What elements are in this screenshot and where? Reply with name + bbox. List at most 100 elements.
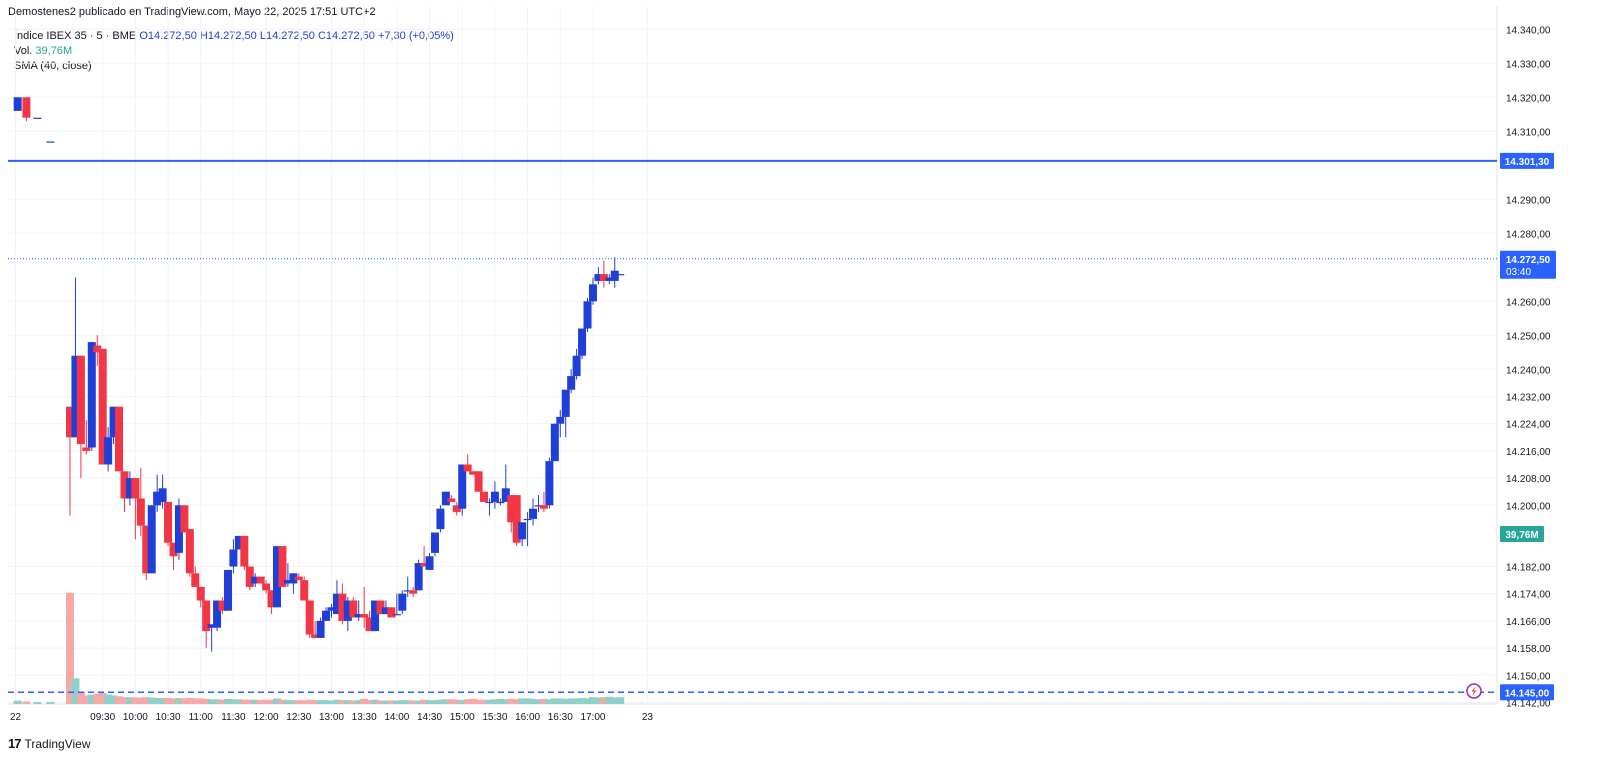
- volume-bar: [349, 700, 358, 704]
- volume-bar: [71, 678, 80, 704]
- volume-bar: [131, 697, 140, 704]
- x-tick-label: 10:30: [156, 712, 181, 723]
- candle-body: [430, 532, 439, 553]
- legend-symbol[interactable]: Índice IBEX 35 · 5 · BME: [14, 30, 137, 42]
- candle-body: [420, 563, 429, 567]
- candle-body: [529, 508, 538, 519]
- volume-bar: [267, 699, 276, 704]
- candle-body: [125, 478, 134, 499]
- tradingview-logo[interactable]: 17 TradingView: [8, 736, 91, 751]
- volume-bar: [550, 698, 559, 704]
- x-tick-label: 09:30: [90, 712, 115, 723]
- candle-body: [185, 529, 194, 574]
- volume-bar: [376, 700, 385, 704]
- candle-body: [207, 624, 216, 628]
- y-tick-label: 14.250,00: [1506, 331, 1551, 342]
- legend-close: C14.272,50: [317, 30, 375, 42]
- bar-countdown-label: 03:40: [1506, 267, 1531, 278]
- volume-bar: [480, 699, 489, 704]
- volume-bar: [322, 700, 331, 704]
- volume-bar: [360, 698, 369, 704]
- x-tick-label: 11:00: [189, 712, 214, 723]
- candle-body: [360, 614, 369, 618]
- volume-bar: [469, 698, 478, 704]
- volume-bar: [251, 699, 260, 704]
- volume-bar: [191, 698, 200, 704]
- candle-body: [501, 488, 510, 502]
- y-tick-label: 14.232,00: [1506, 393, 1551, 404]
- candle-body: [371, 600, 380, 632]
- axes[interactable]: 14.340,00 14.330,00 14.320,00 14.310,00 14.2…: [10, 25, 1551, 723]
- y-tick-label: 14.224,00: [1506, 420, 1551, 431]
- volume-bar: [387, 700, 396, 704]
- volume-bar: [169, 698, 178, 704]
- candle-body: [381, 607, 390, 615]
- tradingview-logo-text: TradingView: [24, 736, 91, 751]
- horizontal-lines[interactable]: [8, 159, 1497, 694]
- volume-bar: [371, 699, 380, 704]
- volume-bar: [185, 698, 194, 704]
- candle-body: [616, 274, 625, 276]
- y-tick-label: 14.142,00: [1506, 699, 1551, 710]
- volume-bar: [283, 700, 292, 704]
- volume-bar: [610, 697, 619, 704]
- volume-bars: [13, 592, 625, 704]
- y-tick-label: 14.158,00: [1506, 644, 1551, 655]
- candle-body: [22, 97, 31, 118]
- volume-bar: [381, 700, 390, 704]
- candle-body: [567, 376, 576, 390]
- candle-body: [316, 620, 325, 638]
- candle-body: [490, 491, 499, 502]
- volume-bar: [539, 698, 548, 704]
- candle-body: [147, 505, 156, 574]
- volume-bar: [115, 696, 124, 704]
- volume-bar: [93, 693, 102, 704]
- candle-body: [191, 573, 200, 587]
- volume-bar: [529, 698, 538, 704]
- volume-bar: [76, 692, 85, 704]
- volume-bar: [33, 701, 42, 704]
- candle-body: [599, 274, 608, 281]
- volume-bar: [125, 697, 134, 704]
- candle-body: [354, 614, 363, 618]
- volume-bar: [207, 699, 216, 704]
- volume-bar: [458, 700, 467, 704]
- legend-volume-row[interactable]: Vol. 39,76M: [14, 44, 454, 59]
- legend-volume-label: Vol.: [14, 45, 33, 57]
- x-tick-label: 15:00: [450, 712, 475, 723]
- volume-bar: [104, 694, 113, 704]
- volume-badge-label: 39,76M: [1505, 530, 1538, 541]
- volume-bar: [300, 700, 309, 704]
- x-tick-label: 14:00: [384, 712, 409, 723]
- y-tick-label: 14.166,00: [1506, 617, 1551, 628]
- volume-bar: [218, 699, 227, 704]
- candle-body: [273, 546, 282, 608]
- y-tick-label: 14.216,00: [1506, 447, 1551, 458]
- candle-body: [327, 607, 336, 611]
- candle-body: [539, 505, 548, 509]
- candle-body: [223, 569, 232, 611]
- candle-body: [403, 590, 412, 592]
- candle-body: [251, 576, 260, 584]
- x-tick-label: 11:30: [221, 712, 246, 723]
- candle-body: [485, 501, 494, 504]
- volume-bar: [109, 695, 118, 704]
- volume-bar: [616, 697, 625, 704]
- volume-bar: [229, 699, 238, 704]
- candle-body: [283, 580, 292, 584]
- volume-bar: [420, 699, 429, 704]
- volume-bar: [256, 700, 265, 704]
- volume-bar: [365, 700, 374, 704]
- volume-bar: [599, 697, 608, 704]
- y-tick-label: 14.280,00: [1506, 229, 1551, 240]
- volume-bar: [496, 698, 505, 704]
- volume-bar: [507, 698, 516, 704]
- candle-body: [82, 447, 91, 451]
- lightning-bolt-glyph: [1471, 686, 1477, 696]
- candle-body: [452, 505, 461, 513]
- last-price-badge: [1500, 250, 1556, 279]
- x-tick-label: 10:00: [123, 712, 148, 723]
- candle-body: [218, 600, 227, 611]
- candle-body: [120, 471, 129, 499]
